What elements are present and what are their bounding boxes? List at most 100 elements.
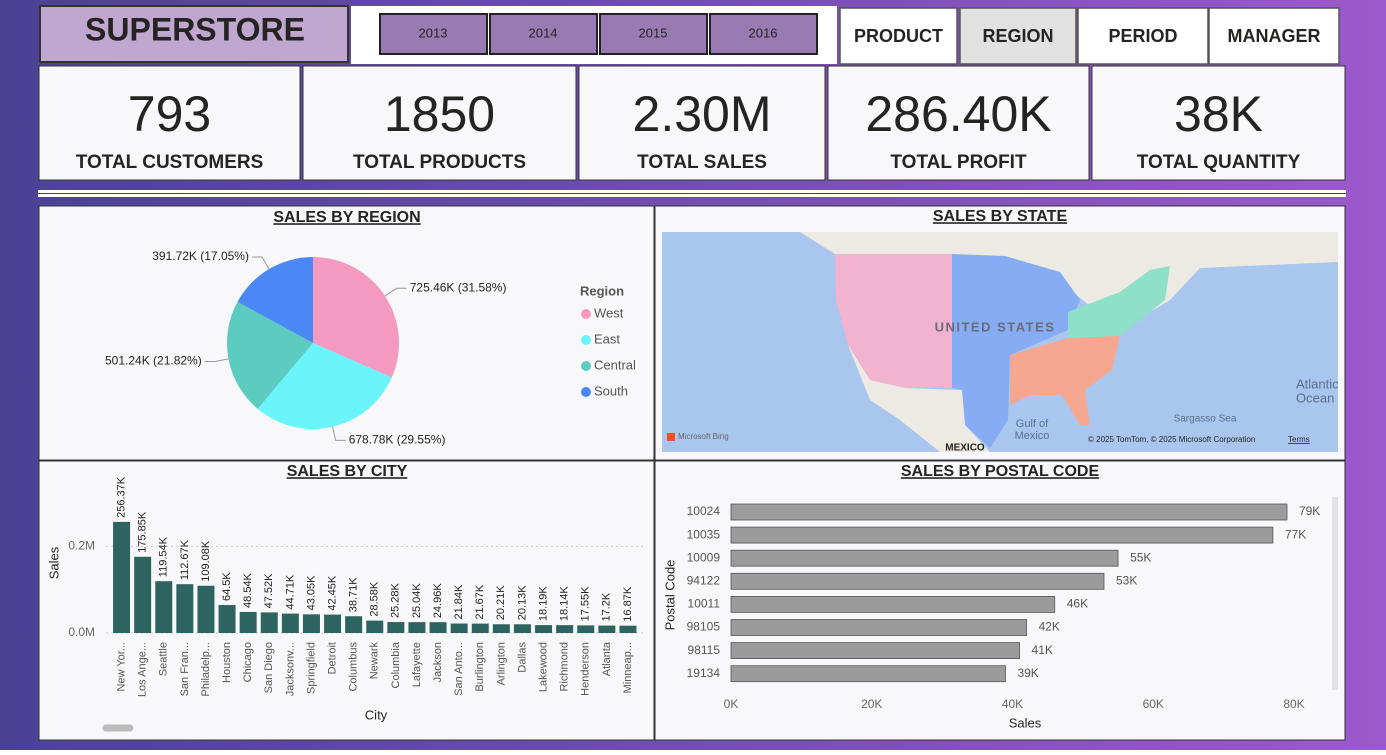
bar bbox=[366, 620, 384, 633]
map-label: UNITED STATES bbox=[935, 319, 1056, 334]
panel-title: SALES BY REGION bbox=[273, 209, 420, 226]
bar bbox=[730, 549, 1119, 567]
data-label: 48.54K bbox=[242, 572, 254, 608]
x-tick-label: Jackson bbox=[432, 642, 444, 682]
leader-line bbox=[204, 358, 229, 363]
x-tick-label: Lakewood bbox=[537, 642, 549, 692]
kpi-value: 793 bbox=[128, 86, 211, 142]
map-terms[interactable]: Terms bbox=[1288, 435, 1310, 444]
y-tick-label: 98105 bbox=[687, 620, 721, 634]
map-label: Atlantic bbox=[1296, 376, 1339, 391]
nav-button[interactable] bbox=[959, 7, 1077, 65]
year-button[interactable] bbox=[379, 13, 488, 55]
bar bbox=[513, 624, 531, 633]
title-box bbox=[39, 5, 349, 63]
kpi-label: TOTAL CUSTOMERS bbox=[76, 152, 264, 173]
kpi-label: TOTAL SALES bbox=[637, 152, 767, 173]
bar bbox=[730, 572, 1105, 590]
x-tick-label: San Anto... bbox=[453, 642, 465, 696]
panel-title: SALES BY POSTAL CODE bbox=[901, 463, 1100, 480]
mexico-land bbox=[848, 345, 990, 452]
year-label[interactable]: 2013 bbox=[419, 25, 448, 40]
bar bbox=[471, 623, 489, 633]
pie-slice bbox=[237, 257, 313, 343]
bar bbox=[556, 625, 574, 633]
bar bbox=[239, 611, 257, 633]
x-tick-label: 60K bbox=[1143, 697, 1164, 711]
leader-line bbox=[251, 256, 270, 270]
x-tick-label: Lafayette bbox=[411, 642, 423, 687]
kpi-label: TOTAL PRODUCTS bbox=[353, 152, 526, 173]
bar bbox=[730, 665, 1006, 683]
map-label: Ocean bbox=[1296, 390, 1334, 405]
data-label: 16.87K bbox=[622, 586, 634, 622]
data-label: 21.67K bbox=[474, 584, 486, 620]
legend-marker bbox=[581, 361, 591, 371]
legend-label: Central bbox=[594, 357, 636, 372]
year-label[interactable]: 2014 bbox=[529, 25, 558, 40]
pie-slice bbox=[227, 301, 313, 409]
x-tick-label: New Yor... bbox=[115, 642, 127, 692]
app-title: SUPERSTORE bbox=[85, 11, 305, 47]
east-region bbox=[1068, 266, 1170, 338]
kpi-card bbox=[578, 65, 826, 181]
map-label: MEXICO bbox=[945, 443, 985, 454]
data-label: 21.84K bbox=[453, 584, 465, 620]
data-label: 46K bbox=[1067, 597, 1088, 611]
data-label: 39K bbox=[1017, 666, 1038, 680]
data-label: 79K bbox=[1299, 504, 1320, 518]
map-brand-icon bbox=[667, 433, 675, 441]
nav-button[interactable] bbox=[839, 7, 958, 65]
data-label: 44.71K bbox=[284, 574, 296, 610]
bar bbox=[598, 625, 616, 633]
data-label: 38.71K bbox=[348, 577, 360, 613]
x-tick-label: San Fran... bbox=[179, 642, 191, 696]
data-label: 109.08K bbox=[200, 540, 212, 582]
nav-label[interactable]: PERIOD bbox=[1108, 26, 1177, 46]
bar bbox=[387, 622, 405, 633]
panel-title: SALES BY CITY bbox=[287, 463, 408, 480]
bar bbox=[535, 625, 553, 633]
data-label: 42.45K bbox=[326, 575, 338, 611]
x-tick-label: Newark bbox=[369, 642, 381, 680]
nav-button[interactable] bbox=[1077, 7, 1209, 65]
kpi-card bbox=[1091, 65, 1346, 181]
legend-title: Region bbox=[580, 283, 624, 298]
bar bbox=[176, 584, 194, 633]
x-tick-label: Minneap... bbox=[622, 642, 634, 693]
bar bbox=[260, 612, 278, 633]
y-tick-label: 10009 bbox=[687, 550, 721, 564]
nav-label[interactable]: MANAGER bbox=[1228, 26, 1321, 46]
data-label: 25.28K bbox=[390, 583, 402, 619]
bar bbox=[730, 619, 1027, 636]
x-tick-label: Henderson bbox=[580, 642, 592, 696]
nav-label[interactable]: PRODUCT bbox=[854, 26, 943, 46]
legend-marker bbox=[581, 309, 591, 319]
bar bbox=[730, 503, 1288, 521]
year-label[interactable]: 2015 bbox=[639, 25, 668, 40]
kpi-value: 286.40K bbox=[865, 86, 1051, 142]
legend-label: West bbox=[594, 305, 624, 320]
year-button[interactable] bbox=[599, 13, 708, 55]
y-axis-label: Postal Code bbox=[662, 560, 677, 631]
nav-label[interactable]: REGION bbox=[982, 26, 1053, 46]
bar bbox=[619, 625, 637, 633]
x-tick-label: 20K bbox=[861, 697, 882, 711]
data-label: 391.72K (17.05%) bbox=[152, 249, 249, 263]
bar bbox=[345, 616, 363, 633]
data-label: 678.78K (29.55%) bbox=[349, 433, 446, 447]
x-tick-label: Atlanta bbox=[601, 641, 613, 676]
year-button[interactable] bbox=[489, 13, 598, 55]
y-tick-label: 10035 bbox=[687, 527, 721, 541]
year-label[interactable]: 2016 bbox=[749, 25, 778, 40]
bar bbox=[450, 623, 468, 633]
nav-button[interactable] bbox=[1208, 7, 1340, 65]
bar bbox=[577, 625, 595, 633]
x-tick-label: Columbus bbox=[348, 642, 360, 692]
year-button[interactable] bbox=[709, 13, 818, 55]
data-label: 25.04K bbox=[411, 583, 423, 619]
kpi-card bbox=[38, 65, 301, 181]
bar bbox=[197, 585, 215, 633]
y-tick-label: 0.0M bbox=[68, 625, 95, 639]
